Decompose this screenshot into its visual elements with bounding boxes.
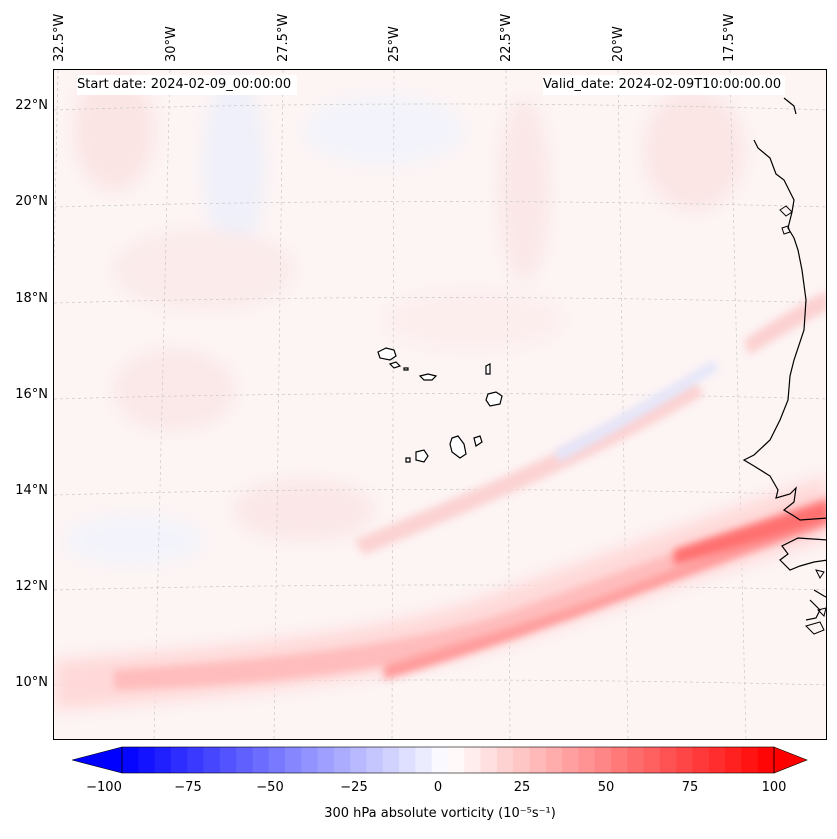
- island-santo-antao: [377, 347, 397, 361]
- colorbar-cell: [659, 747, 677, 773]
- colorbar-cell: [382, 747, 400, 773]
- lat-label: 18°N: [15, 291, 48, 306]
- colorbar-cell: [399, 747, 416, 773]
- colorbar-cell: [594, 747, 612, 773]
- colorbar-cell: [708, 747, 726, 773]
- africa-coastline: [742, 97, 826, 621]
- colorbar-tick: 0: [433, 780, 443, 795]
- colorbar-cell: [578, 747, 596, 773]
- colorbar-cell: [317, 747, 335, 773]
- colorbar-cell: [187, 747, 204, 773]
- colorbar-tick: 25: [513, 780, 531, 795]
- vorticity-jet-band: [54, 291, 826, 710]
- lon-label: 17.5°W: [722, 13, 737, 62]
- colorbar-cell: [529, 747, 547, 773]
- colorbar-cells: [122, 747, 775, 773]
- island-sao-vicente: [388, 361, 402, 369]
- colorbar-cell: [757, 747, 775, 773]
- colorbar-tick: −50: [256, 780, 284, 795]
- colorbar-cell: [138, 747, 156, 773]
- colorbar-cell: [513, 747, 530, 773]
- colorbar-cell: [464, 747, 482, 773]
- cape-verde-islands: [377, 347, 503, 463]
- colorbar-cell: [741, 747, 759, 773]
- island-santiago: [449, 435, 467, 459]
- colorbar-low-extend: [72, 746, 123, 774]
- colorbar-cell: [676, 747, 693, 773]
- colorbar-tick: −25: [340, 780, 368, 795]
- lat-label: 14°N: [15, 483, 48, 498]
- lat-label: 10°N: [15, 675, 48, 690]
- coastal-islets: [779, 205, 826, 635]
- colorbar-tick: 100: [761, 780, 787, 795]
- colorbar-cell: [122, 747, 139, 773]
- lon-label: 22.5°W: [499, 13, 514, 62]
- colorbar-cell: [496, 747, 514, 773]
- colorbar-cell: [268, 747, 286, 773]
- vorticity-map: [54, 70, 826, 739]
- colorbar-cell: [611, 747, 628, 773]
- colorbar-tick: 50: [597, 780, 615, 795]
- colorbar-cell: [203, 747, 221, 773]
- colorbar-cell: [415, 747, 433, 773]
- lon-label: 25°W: [387, 26, 402, 62]
- map-panel: [53, 69, 827, 740]
- colorbar-cell: [301, 747, 319, 773]
- colorbar-cell: [170, 747, 188, 773]
- lon-label: 30°W: [164, 26, 179, 62]
- lat-label: 22°N: [15, 98, 48, 113]
- colorbar-cell: [366, 747, 384, 773]
- island-brava: [405, 457, 411, 463]
- lat-label: 16°N: [15, 387, 48, 402]
- island-boa-vista: [485, 391, 503, 407]
- island-maio: [473, 435, 483, 447]
- island-sao-nicolau: [418, 373, 438, 381]
- lat-label: 12°N: [15, 579, 48, 594]
- colorbar-cell: [236, 747, 253, 773]
- colorbar-label: 300 hPa absolute vorticity (10⁻⁵s⁻¹): [324, 806, 556, 821]
- colorbar-cell: [219, 747, 237, 773]
- colorbar: [72, 746, 808, 774]
- colorbar-cell: [725, 747, 742, 773]
- colorbar-cell: [350, 747, 367, 773]
- colorbar-tick: 75: [681, 780, 699, 795]
- colorbar-cell: [431, 747, 449, 773]
- lat-label: 20°N: [15, 194, 48, 209]
- colorbar-cell: [692, 747, 710, 773]
- colorbar-high-extend: [773, 746, 808, 774]
- lon-label: 27.5°W: [276, 13, 291, 62]
- start-date-label: Start date: 2024-02-09_00:00:00: [77, 75, 298, 95]
- island-santa-luzia: [403, 367, 409, 371]
- colorbar-cell: [154, 747, 172, 773]
- lon-label: 20°W: [611, 26, 626, 62]
- island-fogo: [415, 449, 429, 463]
- island-sal: [485, 363, 491, 375]
- colorbar-cell: [562, 747, 579, 773]
- colorbar-cell: [480, 747, 498, 773]
- colorbar-tick: −75: [174, 780, 202, 795]
- colorbar-cell: [627, 747, 645, 773]
- colorbar-cell: [448, 747, 465, 773]
- colorbar-cell: [333, 747, 351, 773]
- colorbar-cell: [545, 747, 563, 773]
- colorbar-tick: −100: [86, 780, 122, 795]
- valid-date-label: Valid_date: 2024-02-09T10:00:00.00: [543, 75, 786, 95]
- colorbar-cell: [285, 747, 302, 773]
- lon-label: 32.5°W: [52, 13, 67, 62]
- colorbar-cell: [643, 747, 661, 773]
- colorbar-outline: [121, 746, 775, 774]
- colorbar-cell: [252, 747, 270, 773]
